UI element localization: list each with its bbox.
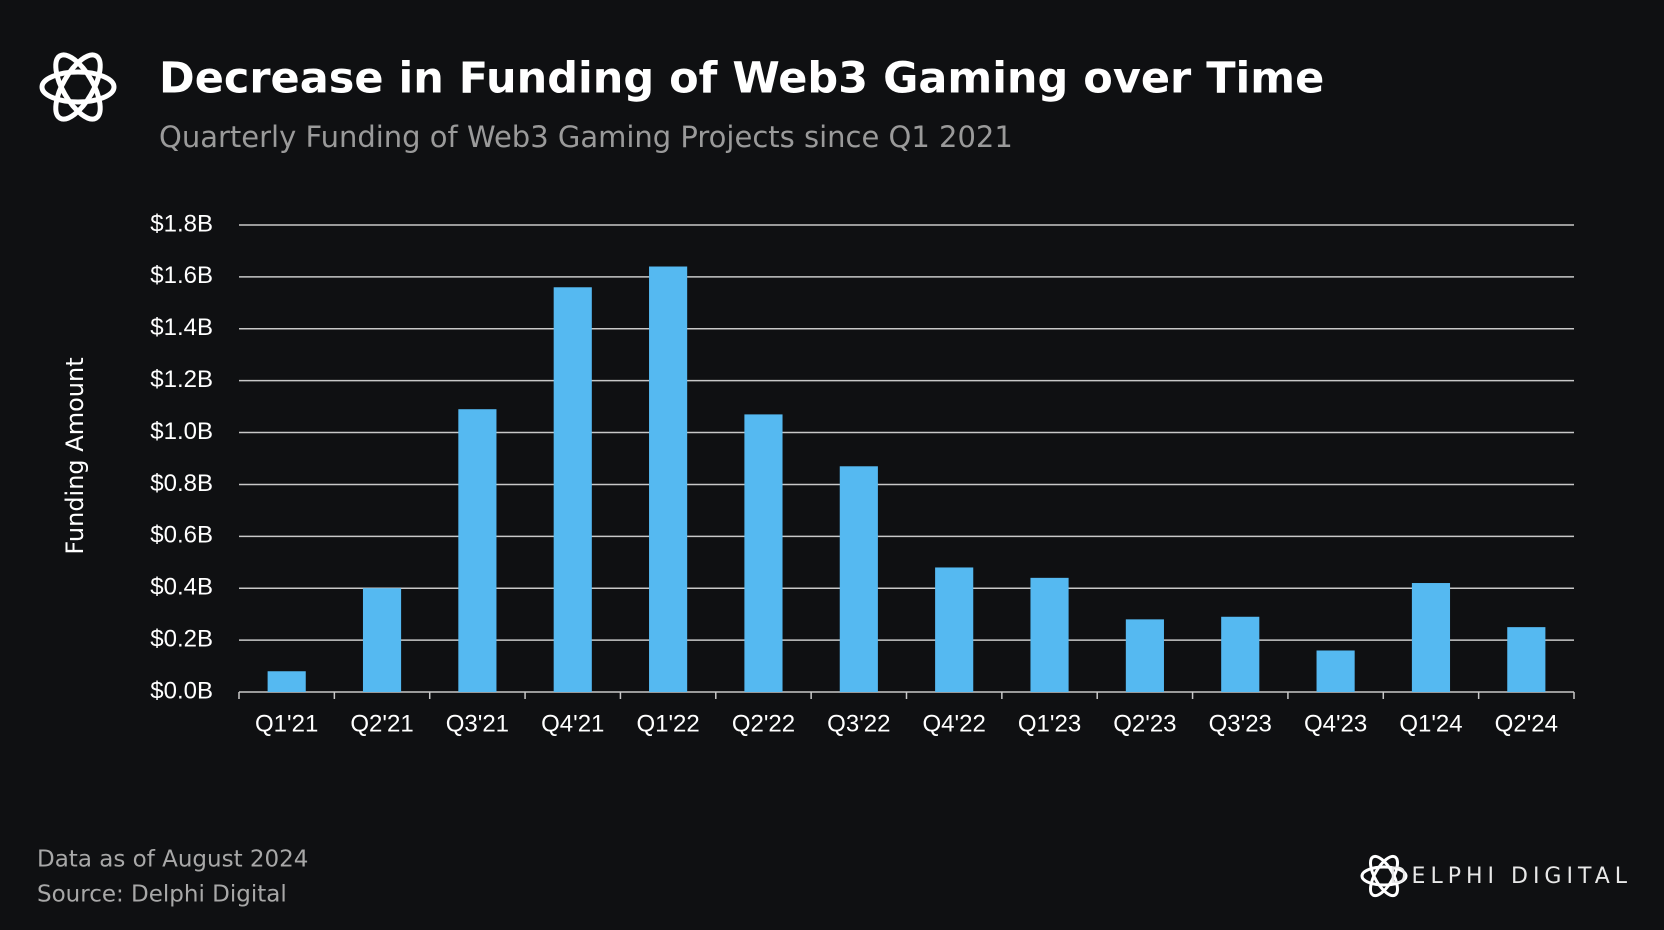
x-tick-label: Q1'23 xyxy=(1018,710,1081,737)
bar xyxy=(1316,650,1355,692)
source: Source: Delphi Digital xyxy=(37,882,287,908)
x-tick-label: Q1'22 xyxy=(636,710,699,737)
x-tick-label: Q3'22 xyxy=(827,710,890,737)
y-tick-label: $0.6B xyxy=(150,522,213,549)
x-tick-label: Q4'23 xyxy=(1304,710,1367,737)
brand-logo xyxy=(1360,854,1408,898)
y-tick-label: $0.0B xyxy=(150,677,213,704)
bar xyxy=(362,588,402,692)
y-tick-label: $1.0B xyxy=(150,418,213,445)
y-tick-label: $1.4B xyxy=(150,314,213,341)
y-tick-label: $1.8B xyxy=(150,210,213,237)
y-tick-label: $0.4B xyxy=(150,574,213,601)
x-tick-label: Q1'21 xyxy=(255,710,318,737)
x-tick-label: Q2'24 xyxy=(1495,710,1558,737)
x-tick-label: Q2'21 xyxy=(350,710,413,737)
logo xyxy=(39,52,117,122)
chart-title: Decrease in Funding of Web3 Gaming over … xyxy=(159,54,1324,104)
bar xyxy=(649,266,688,692)
bar xyxy=(458,409,497,692)
bar xyxy=(553,287,592,692)
x-tick-label: Q3'21 xyxy=(446,710,509,737)
x-tick-label: Q2'22 xyxy=(732,710,795,737)
x-tick-label: Q1'24 xyxy=(1399,710,1462,737)
y-tick-label: $1.6B xyxy=(150,262,213,289)
chart-subtitle: Quarterly Funding of Web3 Gaming Project… xyxy=(159,120,1013,154)
bar xyxy=(1411,583,1451,692)
bar xyxy=(1125,619,1164,692)
note: Data as of August 2024 xyxy=(37,847,308,873)
bar xyxy=(935,567,974,692)
x-tick-label: Q2'23 xyxy=(1113,710,1176,737)
y-tick-label: $1.2B xyxy=(150,366,213,393)
bar xyxy=(267,671,306,692)
bar xyxy=(1221,616,1260,692)
bar xyxy=(839,466,878,692)
y-tick-label: $0.2B xyxy=(150,625,213,652)
y-tick-label: $0.8B xyxy=(150,470,213,497)
bar xyxy=(744,414,783,692)
x-tick-label: Q4'22 xyxy=(923,710,986,737)
bar xyxy=(1507,627,1546,692)
y-axis-label: Funding Amount xyxy=(61,357,89,554)
brand: DELPHI DIGITAL xyxy=(1390,864,1632,889)
x-tick-label: Q3'23 xyxy=(1209,710,1272,737)
bar xyxy=(1030,577,1069,692)
x-tick-label: Q4'21 xyxy=(541,710,604,737)
